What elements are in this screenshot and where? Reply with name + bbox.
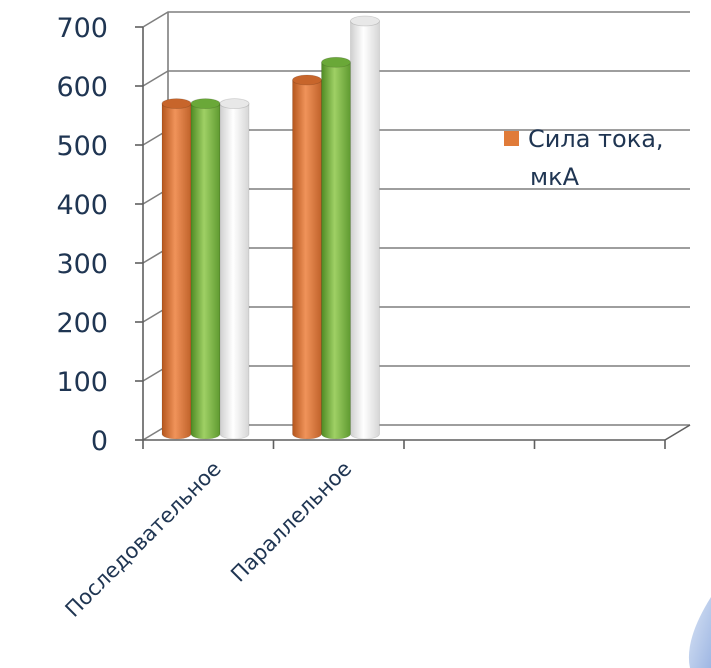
bar-top bbox=[321, 56, 351, 68]
bar-0-1 bbox=[190, 98, 221, 440]
bar-top bbox=[219, 98, 250, 109]
x-category-label: Последовательное bbox=[61, 457, 226, 622]
legend: Сила тока, мкА bbox=[504, 125, 664, 191]
y-tick-label: 600 bbox=[56, 72, 108, 103]
bar-body bbox=[190, 103, 221, 440]
axes bbox=[135, 26, 691, 449]
bar-body bbox=[292, 79, 322, 440]
decorative-corner-shape bbox=[688, 597, 711, 668]
y-tick-label: 700 bbox=[56, 13, 108, 44]
bar-0-0 bbox=[161, 98, 192, 440]
legend-swatch bbox=[504, 131, 519, 146]
y-tick-label: 0 bbox=[91, 426, 108, 457]
y-tick-label: 200 bbox=[56, 308, 108, 339]
y-tick-label: 400 bbox=[56, 190, 108, 221]
floor-right-edge bbox=[664, 424, 691, 441]
bar-body bbox=[350, 20, 380, 440]
legend-label-line-2: мкА bbox=[530, 163, 580, 191]
y-tick-label: 100 bbox=[56, 367, 108, 398]
gridline bbox=[142, 11, 690, 28]
bar-1-1 bbox=[321, 56, 351, 440]
x-category-label: Параллельное bbox=[226, 457, 356, 587]
bar-1-2 bbox=[350, 15, 380, 440]
gridline bbox=[142, 70, 690, 87]
y-tick-labels: 0 100 200 300 400 500 600 700 bbox=[56, 13, 108, 457]
bar-top bbox=[292, 74, 322, 86]
y-tick-label: 300 bbox=[56, 249, 108, 280]
legend-label-line-1: Сила тока, bbox=[528, 125, 664, 153]
bar-body bbox=[161, 103, 192, 440]
bar-top bbox=[161, 98, 192, 109]
y-tick-label: 500 bbox=[56, 131, 108, 162]
bar-1-0 bbox=[292, 74, 322, 440]
bars bbox=[161, 15, 380, 440]
bar-top bbox=[190, 98, 221, 109]
bar-body bbox=[219, 103, 250, 440]
category-labels: Последовательное Параллельное bbox=[61, 457, 357, 622]
bar-top bbox=[350, 15, 380, 27]
bar-0-2 bbox=[219, 98, 250, 440]
bar-body bbox=[321, 61, 351, 440]
